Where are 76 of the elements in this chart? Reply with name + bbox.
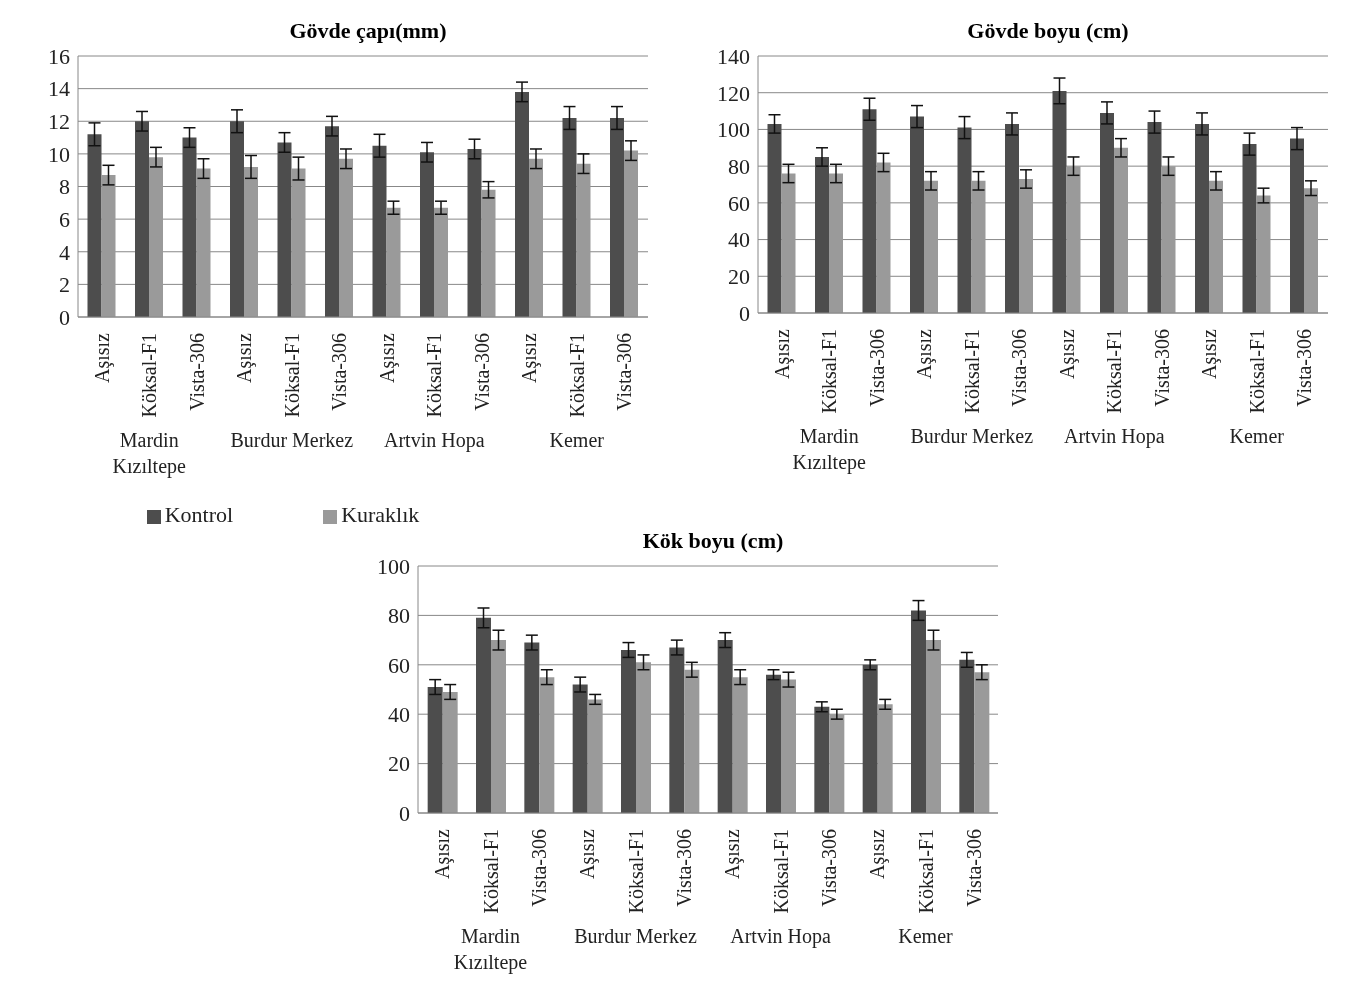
x-tick-label: Köksal-F1	[479, 829, 502, 914]
x-tick-label: Aşısız	[90, 332, 114, 383]
text: Kemer	[898, 925, 954, 947]
y-tick-label: 12	[48, 109, 70, 135]
y-tick-label: 0	[59, 304, 70, 330]
x-tick-label: Vista-306	[865, 329, 888, 407]
y-tick-label: 8	[59, 174, 70, 200]
text: Mardin Kızıltepe	[792, 425, 867, 474]
y-tick-label: 20	[728, 264, 750, 290]
x-tick-label: Köksal-F1	[960, 329, 983, 414]
text: Kemer	[549, 429, 605, 451]
x-tick-label: Aşısız	[770, 328, 794, 379]
x-tick-label: Vista-306	[185, 333, 208, 411]
x-tick-label: Aşısız	[721, 828, 745, 879]
y-tick-label: 0	[739, 300, 750, 326]
y-tick-label: 16	[48, 43, 70, 69]
text: Artvin Hopa	[383, 429, 485, 452]
x-tick-label: Vista-306	[1008, 329, 1031, 407]
x-tick-label: Köksal-F1	[138, 333, 161, 418]
legend-label: Kontrol	[164, 502, 234, 527]
x-tick-label: Aşısız	[576, 828, 600, 879]
chart-title: Gövde çapı(mm)	[288, 18, 448, 45]
x-tick-label: Vista-306	[470, 333, 493, 411]
x-tick-label: Vista-306	[613, 333, 636, 411]
text: Burdur Merkez	[910, 425, 1034, 447]
x-tick-label: Köksal-F1	[624, 829, 647, 914]
x-tick-label: Köksal-F1	[565, 333, 588, 418]
y-tick-label: 40	[728, 227, 750, 253]
x-tick-label: Vista-306	[817, 829, 840, 907]
x-tick-label: Vista-306	[328, 333, 351, 411]
y-tick-label: 40	[388, 702, 410, 728]
y-tick-label: 100	[717, 117, 750, 143]
y-tick-label: 80	[388, 603, 410, 629]
text: Kemer	[1229, 425, 1285, 447]
y-tick-label: 120	[717, 80, 750, 106]
legend-label: Kuraklık	[341, 502, 420, 527]
x-tick-label: Aşısız	[233, 332, 257, 383]
y-tick-label: 10	[48, 141, 70, 167]
y-tick-label: 14	[48, 76, 70, 102]
x-tick-label: Köksal-F1	[914, 829, 937, 914]
x-tick-label: Köksal-F1	[280, 333, 303, 418]
x-tick-label: Vista-306	[1150, 329, 1173, 407]
x-tick-label: Aşısız	[375, 332, 399, 383]
y-tick-label: 20	[388, 751, 410, 777]
x-tick-label: Aşısız	[1055, 328, 1079, 379]
chart-title: Gövde boyu (cm)	[966, 18, 1130, 45]
y-tick-label: 140	[717, 43, 750, 69]
x-tick-label: Köksal-F1	[423, 333, 446, 418]
y-tick-label: 100	[377, 553, 410, 579]
y-tick-label: 80	[728, 153, 750, 179]
chart-title: Kök boyu (cm)	[641, 528, 785, 555]
text: Burdur Merkez	[574, 925, 697, 947]
y-tick-label: 6	[59, 206, 70, 232]
x-tick-label: Aşısız	[1198, 328, 1222, 379]
x-tick-label: Aşısız	[913, 328, 937, 379]
text: Mardin Kızıltepe	[453, 925, 528, 974]
x-tick-label: Vista-306	[672, 829, 695, 907]
y-tick-label: 60	[388, 652, 410, 678]
text: Artvin Hopa	[730, 925, 831, 948]
x-tick-label: Aşısız	[866, 828, 890, 879]
text: Mardin Kızıltepe	[112, 429, 187, 478]
y-tick-label: 0	[399, 800, 410, 826]
x-tick-label: Vista-306	[527, 829, 550, 907]
x-tick-label: Köksal-F1	[818, 329, 841, 414]
x-tick-label: Köksal-F1	[769, 829, 792, 914]
y-tick-label: 60	[728, 190, 750, 216]
x-tick-label: Aşısız	[518, 332, 542, 383]
x-tick-label: Köksal-F1	[1245, 329, 1268, 414]
x-tick-label: Köksal-F1	[1103, 329, 1126, 414]
x-tick-label: Vista-306	[1293, 329, 1316, 407]
x-tick-label: Aşısız	[431, 828, 455, 879]
y-tick-label: 2	[59, 272, 70, 298]
y-tick-label: 4	[59, 239, 70, 265]
x-tick-label: Vista-306	[962, 829, 985, 907]
text: Artvin Hopa	[1063, 425, 1165, 448]
text: Burdur Merkez	[230, 429, 354, 451]
